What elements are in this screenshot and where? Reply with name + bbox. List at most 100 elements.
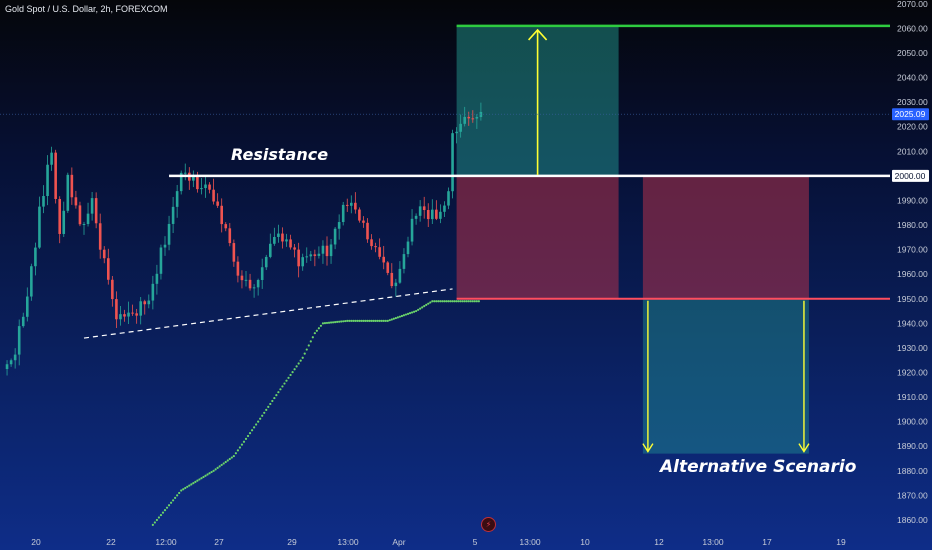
psar-dot: [220, 463, 223, 467]
candle: [297, 249, 300, 267]
psar-dot: [406, 312, 410, 315]
price-badge-label: 2025.09: [895, 109, 926, 119]
psar-dot: [315, 329, 318, 332]
price-badge: [892, 108, 929, 121]
candle: [5, 364, 9, 370]
candle: [135, 313, 138, 316]
candle: [54, 152, 57, 199]
flash-icon[interactable]: ⚡: [481, 517, 496, 532]
x-tick-label: 22: [106, 537, 116, 547]
candle: [260, 267, 264, 280]
psar-dot: [390, 318, 393, 321]
psar-dot: [461, 300, 464, 303]
candle: [42, 196, 45, 207]
psar-dot: [346, 319, 349, 322]
candle: [248, 279, 252, 289]
psar-dot: [263, 411, 266, 414]
psar-dot: [471, 300, 474, 303]
psar-dot: [277, 391, 280, 394]
psar-dot: [348, 319, 351, 322]
candle: [264, 256, 268, 268]
candle: [467, 116, 471, 119]
candle: [285, 239, 288, 242]
psar-dot: [372, 319, 375, 322]
psar-dot: [408, 312, 412, 315]
psar-dot: [305, 348, 308, 351]
psar-dot: [155, 518, 158, 522]
candle: [62, 210, 66, 234]
symbol-title: Gold Spot / U.S. Dollar, 2h, FOREXCOM: [5, 4, 168, 14]
y-tick-label: 2050.00: [897, 48, 928, 58]
psar-dot: [202, 475, 205, 479]
candle: [358, 209, 361, 221]
psar-dot: [323, 322, 327, 325]
candle: [309, 254, 313, 257]
psar-dot: [281, 385, 284, 388]
psar-dot: [259, 417, 262, 420]
psar-dot: [222, 462, 225, 465]
candle: [98, 223, 102, 250]
candle: [244, 279, 248, 281]
x-tick-label: 10: [580, 537, 590, 547]
psar-dot: [352, 319, 355, 322]
psar-dot: [267, 405, 270, 409]
psar-dot: [226, 459, 229, 462]
y-tick-label: 2070.00: [897, 0, 928, 9]
psar-dot: [214, 468, 217, 471]
candle: [333, 228, 337, 245]
candle: [366, 222, 369, 240]
psar-dot: [334, 321, 337, 324]
psar-dot: [423, 305, 426, 308]
psar-dot: [412, 310, 416, 313]
psar-dot: [311, 336, 314, 339]
psar-dot: [364, 319, 367, 322]
psar-dot: [275, 394, 278, 397]
candle: [94, 198, 98, 224]
candle: [410, 218, 414, 242]
psar-dot: [157, 516, 161, 519]
psar-dot: [303, 352, 306, 355]
candle: [277, 233, 280, 237]
psar-dot: [374, 319, 377, 322]
psar-dot: [453, 300, 456, 303]
psar-dot: [459, 300, 462, 303]
candle: [90, 198, 94, 214]
candle: [9, 360, 13, 365]
psar-dot: [176, 494, 179, 497]
candle: [200, 188, 203, 190]
candle: [398, 268, 402, 283]
y-tick-label: 1910.00: [897, 392, 928, 402]
candle: [374, 246, 377, 248]
psar-dot: [362, 319, 365, 322]
psar-dot: [190, 483, 193, 486]
psar-dot: [161, 511, 165, 514]
psar-dot: [358, 319, 361, 322]
candle: [439, 211, 442, 219]
candle: [78, 205, 82, 225]
y-tick-label: 1980.00: [897, 220, 928, 230]
psar-dot: [340, 320, 343, 323]
candle: [30, 266, 33, 297]
psar-dot: [182, 488, 185, 491]
candle: [354, 202, 357, 210]
candle: [46, 164, 49, 197]
psar-dot: [297, 362, 300, 365]
down-arrow-head-2: [798, 443, 810, 453]
x-tick-label: 13:00: [337, 537, 359, 547]
psar-dot: [388, 319, 391, 322]
candle: [70, 174, 74, 198]
candle: [82, 224, 86, 226]
psar-dot: [224, 460, 227, 464]
candle: [192, 176, 195, 181]
psar-dot: [307, 344, 310, 347]
psar-dot: [378, 319, 381, 322]
psar-dot: [344, 319, 347, 323]
psar-dot: [196, 479, 199, 482]
psar-dot: [271, 399, 274, 403]
candle: [382, 256, 385, 263]
psar-dot: [382, 319, 385, 322]
psar-dot: [244, 437, 248, 440]
psar-dot: [455, 300, 458, 303]
psar-dot: [451, 300, 454, 303]
